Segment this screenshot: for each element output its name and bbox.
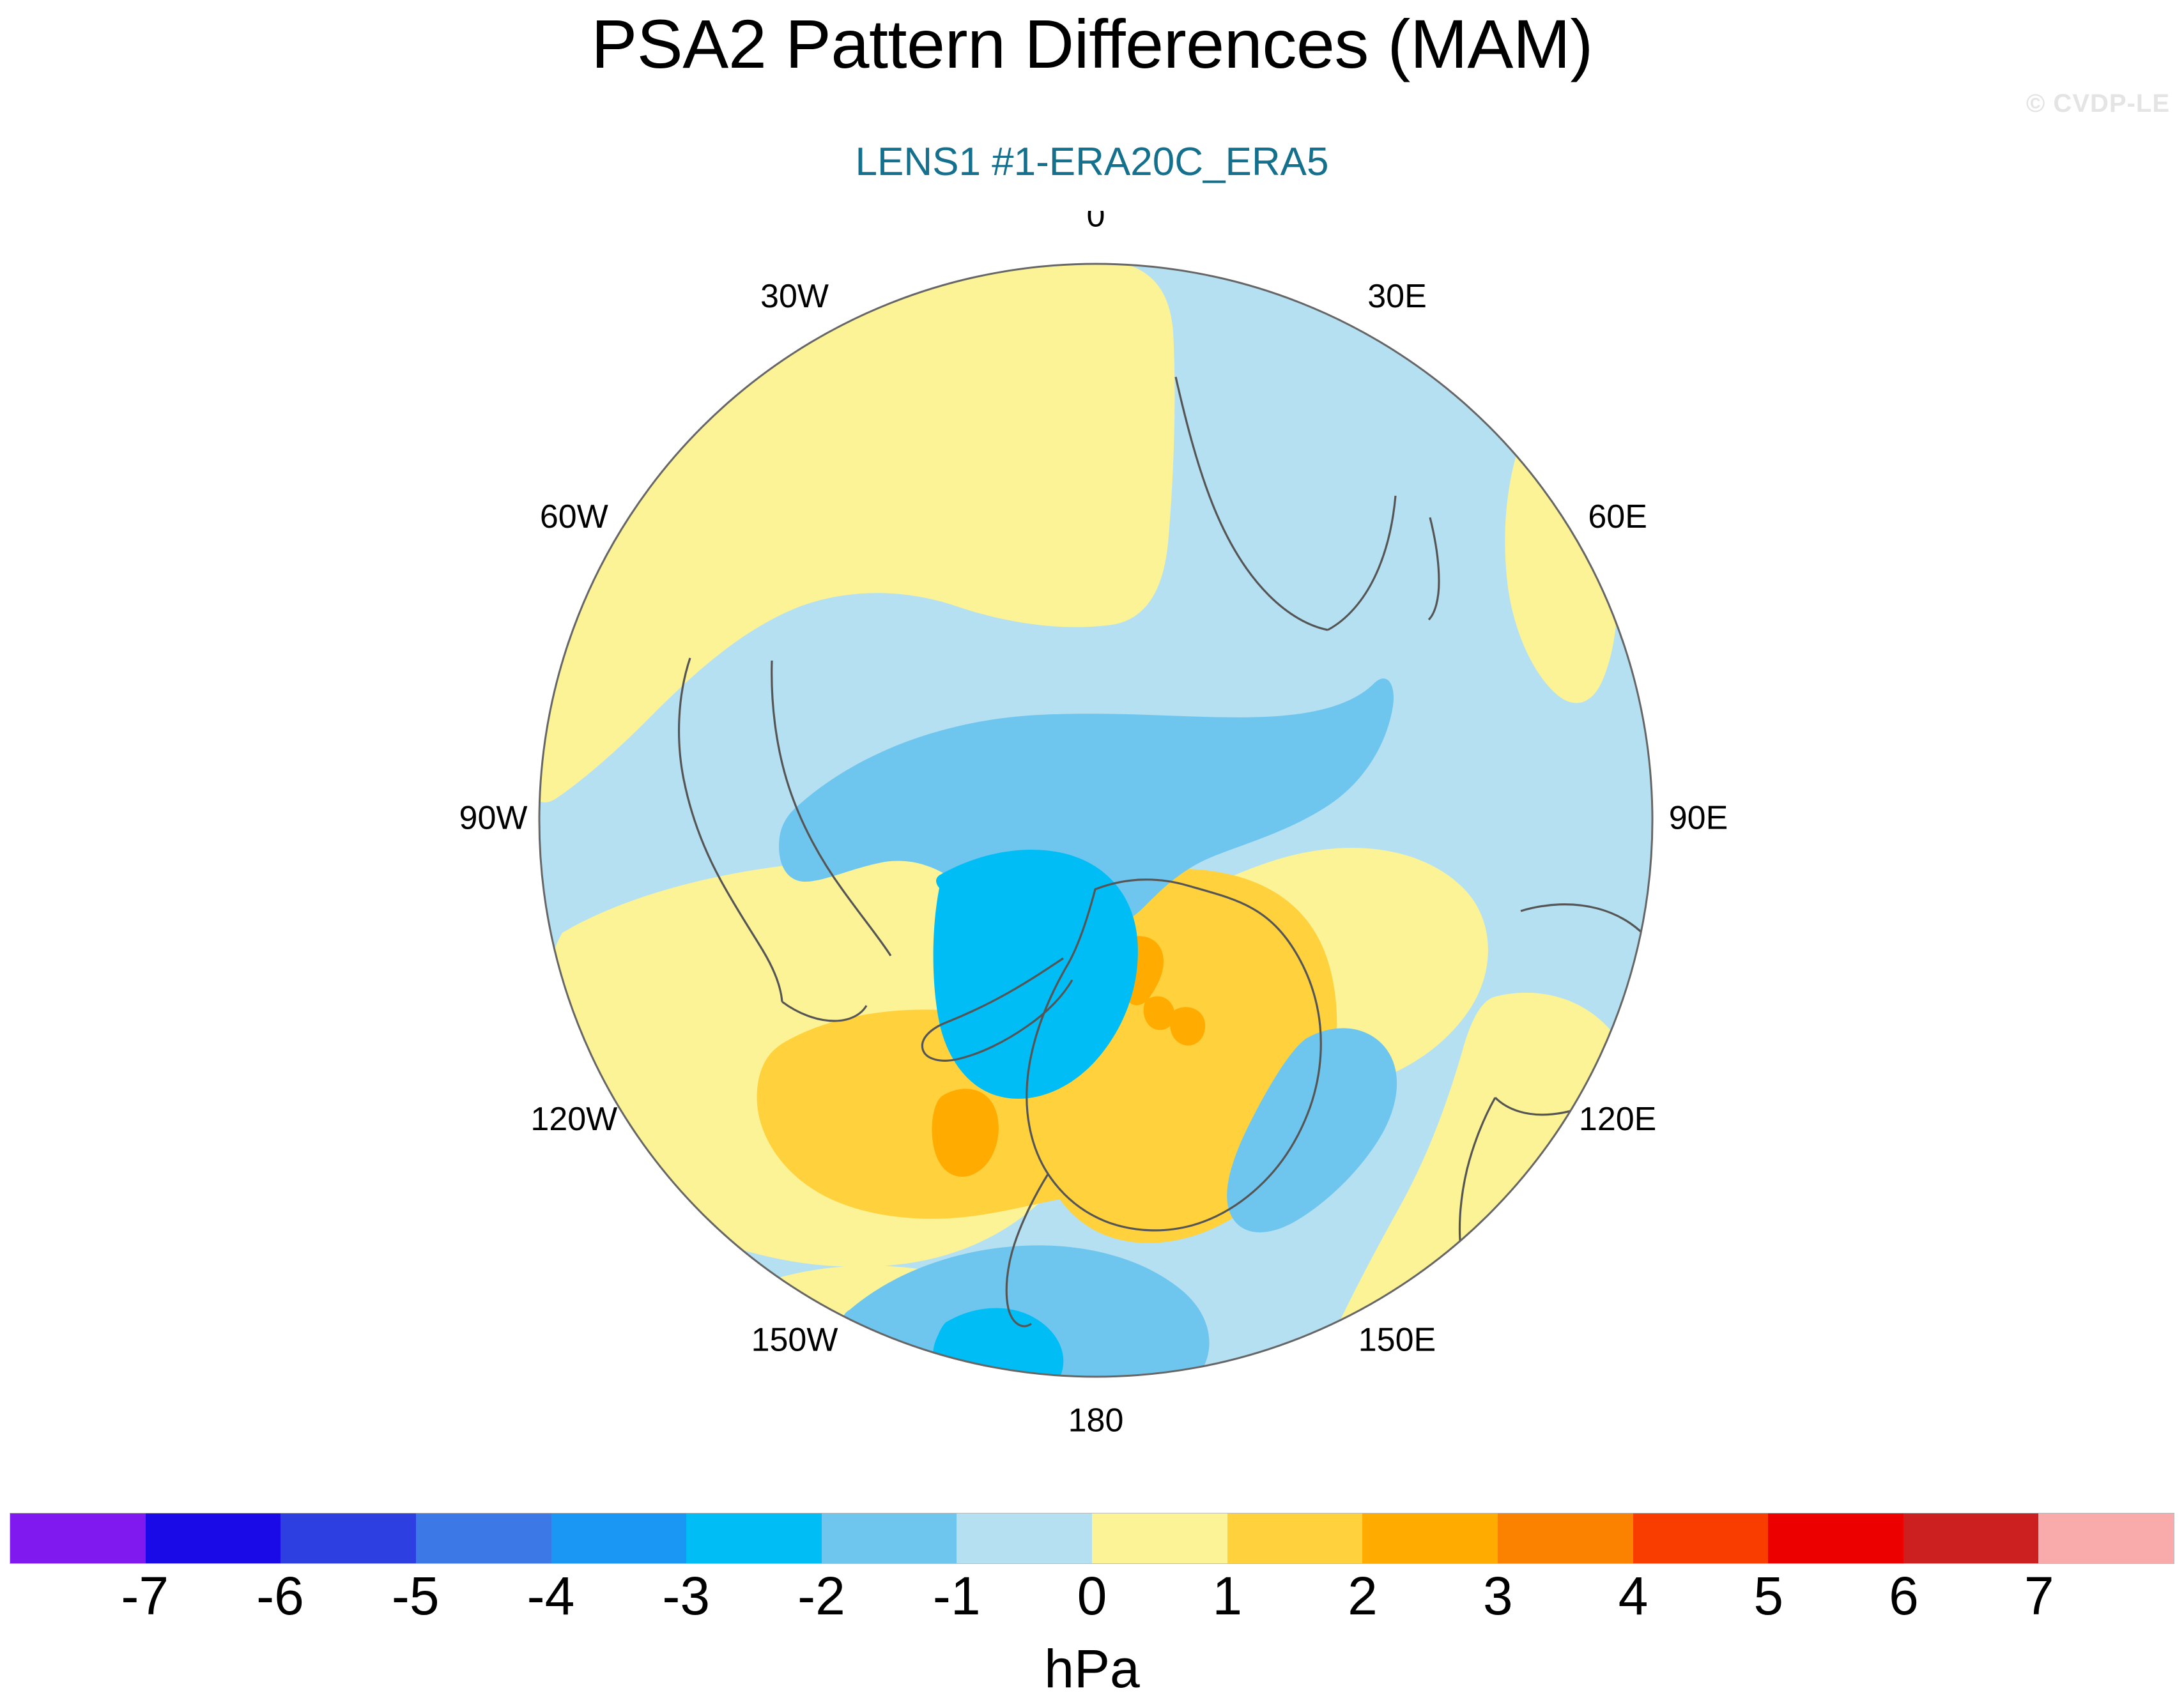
colorbar-unit-label: hPa: [1044, 1639, 1140, 1699]
chart-subtitle: LENS1 #1-ERA20C_ERA5: [855, 140, 1329, 184]
longitude-label-120W: 120W: [530, 1101, 617, 1138]
fill-level-2-antarctic-core-c: [1169, 1007, 1206, 1046]
longitude-label-90W: 90W: [459, 800, 528, 837]
colorbar-tick-5: 5: [1753, 1566, 1784, 1626]
colorbar-tick-1: 1: [1212, 1566, 1243, 1626]
colorbar-tick-labels: -7 -6 -5 -4 -3 -2 -1 0 1 2 3 4 5 6 7: [10, 1565, 2174, 1629]
longitude-label-30E: 30E: [1367, 278, 1427, 315]
coastline-madagascar: [1427, 517, 1440, 621]
colorbar-cell-11[interactable]: [1497, 1513, 1633, 1563]
colorbar-tick--1: -1: [932, 1566, 981, 1626]
coastline-ross-shelf: [1005, 1174, 1049, 1328]
colorbar-swatches[interactable]: [10, 1513, 2174, 1564]
longitude-label-180: 180: [1068, 1402, 1124, 1439]
coastline-south-america: [678, 657, 783, 1002]
fill-level--3-weddell-core: [933, 850, 1138, 1099]
fill-level-2-antarctic-core-b: [1143, 996, 1175, 1030]
colorbar-cell-10[interactable]: [1362, 1513, 1498, 1563]
longitude-label-150E: 150E: [1358, 1321, 1436, 1358]
polar-map-panel: 0 30E 60E 90E 120E 150E 180 150W 120W 90W 60W 30W: [0, 211, 2184, 1489]
colorbar-tick-6: 6: [1889, 1566, 1919, 1626]
copyright-watermark: © CVDP-LE: [2026, 89, 2170, 118]
colorbar-cell-6[interactable]: [821, 1513, 957, 1563]
colorbar-tick--6: -6: [256, 1566, 304, 1626]
colorbar-cell-0[interactable]: [10, 1513, 146, 1563]
colorbar-cell-13[interactable]: [1768, 1513, 1903, 1563]
colorbar-tick-2: 2: [1348, 1566, 1378, 1626]
colorbar-tick-4: 4: [1618, 1566, 1649, 1626]
colorbar-cell-2[interactable]: [281, 1513, 416, 1563]
colorbar-cell-14[interactable]: [1903, 1513, 2039, 1563]
colorbar-cell-3[interactable]: [415, 1513, 551, 1563]
coastline-layer: [678, 376, 1652, 1453]
colorbar-tick-7: 7: [2024, 1566, 2054, 1626]
colorbar-cell-12[interactable]: [1633, 1513, 1769, 1563]
colorbar-tick-3: 3: [1482, 1566, 1513, 1626]
longitude-label-0: 0: [1087, 211, 1105, 234]
coastline-antarctica: [1026, 878, 1322, 1232]
colorbar-tick--3: -3: [662, 1566, 711, 1626]
colorbar-tick--7: -7: [121, 1566, 169, 1626]
longitude-label-150W: 150W: [751, 1321, 838, 1358]
polar-stereographic-map: 0 30E 60E 90E 120E 150E 180 150W 120W 90W 60W 30W: [459, 211, 1728, 1453]
globe-outline-circle: [538, 263, 1654, 1378]
coastline-antarctic-peninsula: [921, 957, 1073, 1062]
colorbar-cell-15[interactable]: [2038, 1513, 2174, 1563]
fill-level--3-ross-core: [933, 1308, 1064, 1377]
longitude-label-90E: 90E: [1669, 800, 1728, 837]
longitude-label-group: 0 30E 60E 90E 120E 150E 180 150W 120W 90W 60W 30W: [459, 211, 1728, 1439]
longitude-label-30W: 30W: [760, 278, 829, 315]
colorbar-tick--4: -4: [527, 1566, 575, 1626]
colorbar-cell-8[interactable]: [1092, 1513, 1227, 1563]
coastline-australia-south: [1458, 1097, 1496, 1249]
colorbar-tick--2: -2: [797, 1566, 845, 1626]
colorbar-cell-5[interactable]: [686, 1513, 822, 1563]
coastline-africa: [1174, 376, 1328, 631]
longitude-label-60E: 60E: [1588, 498, 1647, 535]
colorbar-tick--5: -5: [391, 1566, 440, 1626]
longitude-label-60W: 60W: [540, 498, 608, 535]
fill-level--2-weddell: [779, 678, 1394, 937]
coastline-africa-east: [1327, 495, 1397, 631]
colorbar-cell-9[interactable]: [1227, 1513, 1363, 1563]
longitude-label-120E: 120E: [1579, 1101, 1656, 1138]
coastline-tierra-del-fuego: [781, 1000, 868, 1022]
contour-fill-layer: [539, 264, 1652, 1377]
colorbar-panel: -7 -6 -5 -4 -3 -2 -1 0 1 2 3 4 5 6 7 hPa: [10, 1513, 2174, 1699]
colorbar-cell-7[interactable]: [957, 1513, 1092, 1563]
colorbar-cell-4[interactable]: [551, 1513, 687, 1563]
page-title: PSA2 Pattern Differences (MAM): [591, 5, 1593, 82]
coastline-new-zealand: [1361, 1409, 1378, 1453]
coastline-australia: [1494, 903, 1652, 1116]
coastline-south-america-east: [771, 660, 892, 956]
fill-level-2-pacific-core: [932, 1089, 999, 1177]
colorbar-cell-1[interactable]: [145, 1513, 281, 1563]
fill-level--2-indian: [1227, 1028, 1397, 1232]
colorbar-tick-0: 0: [1077, 1566, 1107, 1626]
